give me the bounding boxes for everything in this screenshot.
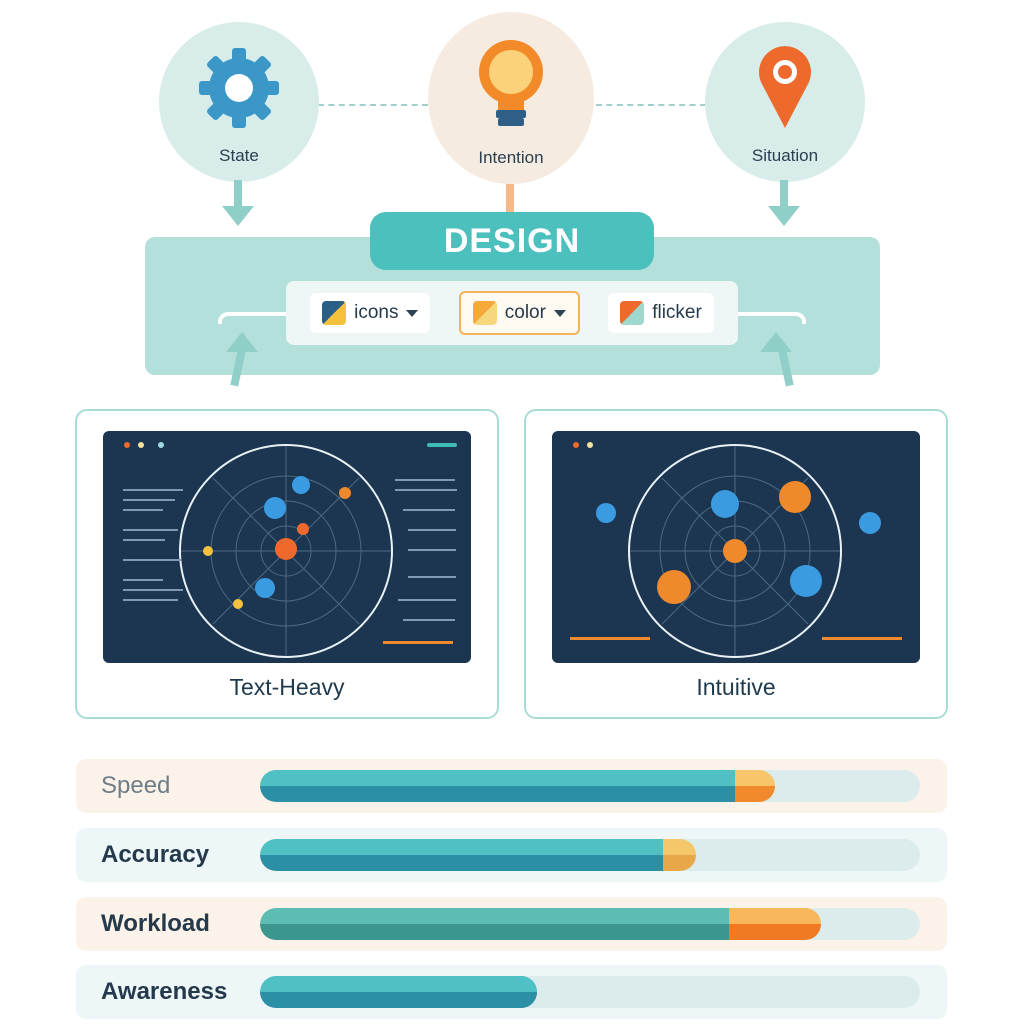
gear-icon [199, 48, 279, 128]
metric-fill-teal [260, 976, 538, 1008]
radar-screen [103, 431, 471, 663]
metric-bar [260, 976, 920, 1008]
input-situation: Situation [705, 22, 865, 182]
arrow-head [768, 206, 800, 226]
option-label: flicker [652, 302, 702, 323]
metric-bar [260, 770, 920, 802]
metric-fill-teal [260, 839, 663, 871]
metric-bar [260, 839, 920, 871]
metric-fill-teal [260, 770, 736, 802]
metric-workload: Workload [76, 897, 947, 951]
icons-dropdown[interactable]: icons [310, 293, 431, 333]
metric-fill-teal [260, 908, 729, 940]
option-label: icons [354, 302, 399, 323]
metric-label: Speed [101, 772, 171, 799]
metric-label: Workload [101, 910, 210, 937]
metric-label: Awareness [101, 978, 228, 1005]
metric-awareness: Awareness [76, 965, 947, 1019]
input-label: Situation [751, 146, 819, 165]
panel-label: Text-Heavy [229, 674, 345, 700]
input-label: Intention [478, 148, 544, 167]
connector-intention [506, 184, 514, 212]
color-icon [472, 301, 497, 325]
flicker-icon [620, 301, 645, 325]
option-label: color [504, 302, 546, 323]
design-options: icons color flicker [286, 281, 738, 345]
panel-text-heavy: Text-Heavy [75, 409, 499, 719]
arrow-head [760, 332, 792, 352]
radar-display [570, 442, 902, 658]
chevron-down-icon [553, 309, 566, 317]
arrow-head [226, 332, 258, 352]
radar-screen [552, 431, 920, 663]
icons-icon [322, 301, 347, 325]
input-label: State [219, 146, 259, 165]
chevron-down-icon [406, 309, 419, 317]
input-state: State [159, 22, 319, 182]
radar-display [123, 442, 457, 658]
color-dropdown[interactable]: color [458, 291, 580, 335]
arrow-head [222, 206, 254, 226]
input-intention: Intention [428, 12, 594, 184]
metric-speed: Speed [76, 759, 947, 813]
panel-label: Intuitive [696, 674, 776, 700]
arrow-down [780, 180, 788, 210]
panel-intuitive: Intuitive [524, 409, 948, 719]
metric-label: Accuracy [101, 841, 210, 868]
arrow-down [234, 180, 242, 210]
design-title: DESIGN [370, 212, 654, 270]
flicker-option[interactable]: flicker [608, 293, 714, 333]
feedback-line [736, 312, 806, 324]
connector-line [596, 104, 706, 106]
map-pin-icon [759, 46, 811, 128]
connector-line [318, 104, 428, 106]
metric-accuracy: Accuracy [76, 828, 947, 882]
lightbulb-icon [479, 40, 543, 126]
metric-bar [260, 908, 920, 940]
feedback-line [218, 312, 288, 324]
